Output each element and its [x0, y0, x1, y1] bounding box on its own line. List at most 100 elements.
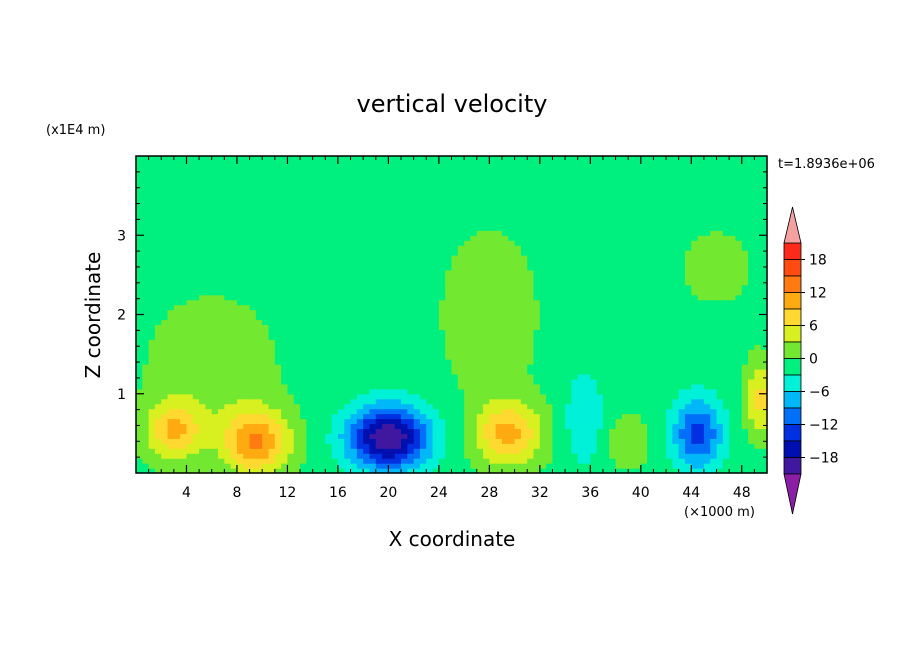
heatmap-cell	[407, 373, 415, 380]
heatmap-cell	[438, 468, 446, 474]
heatmap-cell	[167, 304, 175, 311]
heatmap-cell	[199, 175, 207, 182]
heatmap-cell	[306, 359, 314, 365]
heatmap-cell	[457, 378, 465, 385]
heatmap-cell	[224, 393, 232, 400]
heatmap-cell	[438, 418, 446, 425]
heatmap-cell	[249, 175, 257, 182]
heatmap-cell	[501, 388, 509, 395]
heatmap-cell	[432, 180, 440, 187]
heatmap-cell	[426, 299, 434, 306]
heatmap-cell	[318, 468, 326, 474]
heatmap-cell	[173, 304, 181, 311]
heatmap-cell	[356, 334, 364, 340]
heatmap-cell	[419, 368, 427, 375]
heatmap-cell	[615, 438, 623, 444]
heatmap-cell	[211, 240, 219, 246]
heatmap-cell	[495, 195, 503, 202]
heatmap-cell	[211, 378, 219, 385]
heatmap-cell	[331, 289, 339, 296]
heatmap-cell	[369, 344, 377, 350]
heatmap-cell	[615, 344, 623, 350]
heatmap-cell	[224, 225, 232, 231]
heatmap-cell	[432, 314, 440, 321]
heatmap-cell	[318, 289, 326, 296]
heatmap-cell	[199, 423, 207, 430]
heatmap-cell	[262, 378, 270, 385]
heatmap-cell	[438, 458, 446, 464]
heatmap-cell	[483, 418, 490, 425]
heatmap-cell	[565, 398, 572, 405]
heatmap-cell	[148, 438, 156, 444]
heatmap-cell	[489, 438, 497, 444]
heatmap-cell	[577, 413, 585, 420]
heatmap-cell	[609, 413, 617, 420]
heatmap-cell	[445, 175, 453, 182]
heatmap-cell	[501, 319, 509, 325]
heatmap-cell	[552, 185, 560, 192]
heatmap-cell	[388, 279, 396, 286]
heatmap-cell	[457, 413, 465, 420]
heatmap-cell	[394, 279, 402, 286]
heatmap-cell	[615, 175, 623, 182]
heatmap-cell	[180, 250, 188, 256]
heatmap-cell	[249, 180, 257, 187]
heatmap-cell	[445, 334, 453, 340]
heatmap-cell	[565, 225, 572, 231]
heatmap-cell	[318, 448, 326, 454]
heatmap-cell	[590, 373, 598, 380]
heatmap-cell	[363, 324, 371, 330]
heatmap-cell	[483, 373, 490, 380]
heatmap-cell	[337, 443, 345, 449]
heatmap-cell	[325, 190, 333, 197]
heatmap-cell	[552, 210, 560, 217]
heatmap-cell	[148, 180, 156, 187]
heatmap-cell	[344, 339, 352, 345]
heatmap-cell	[318, 260, 326, 266]
heatmap-cell	[274, 220, 282, 226]
heatmap-cell	[514, 463, 522, 469]
heatmap-cell	[476, 264, 484, 271]
heatmap-cell	[552, 240, 560, 246]
heatmap-cell	[243, 230, 251, 236]
heatmap-cell	[445, 448, 453, 454]
heatmap-cell	[186, 398, 194, 405]
heatmap-cell	[514, 200, 522, 207]
heatmap-cell	[609, 329, 617, 335]
heatmap-cell	[331, 438, 339, 444]
heatmap-cell	[445, 344, 453, 350]
heatmap-cell	[621, 156, 629, 162]
heatmap-cell	[470, 448, 478, 454]
heatmap-cell	[186, 279, 194, 286]
heatmap-cell	[369, 304, 377, 311]
heatmap-cell	[609, 215, 617, 221]
heatmap-cell	[407, 195, 415, 202]
heatmap-cell	[520, 329, 528, 335]
heatmap-cell	[621, 215, 629, 221]
heatmap-cell	[609, 245, 617, 251]
heatmap-cell	[401, 458, 408, 464]
heatmap-cell	[293, 220, 301, 226]
heatmap-cell	[274, 398, 282, 405]
heatmap-cell	[558, 299, 566, 306]
heatmap-cell	[262, 225, 270, 231]
heatmap-cell	[590, 289, 598, 296]
heatmap-cell	[375, 354, 383, 360]
heatmap-cell	[318, 349, 326, 355]
heatmap-cell	[445, 269, 453, 276]
heatmap-cell	[382, 458, 389, 464]
heatmap-cell	[401, 349, 408, 355]
heatmap-cell	[539, 393, 547, 400]
heatmap-cell	[306, 463, 314, 469]
heatmap-cell	[590, 364, 598, 370]
heatmap-cell	[602, 165, 610, 172]
heatmap-cell	[413, 448, 421, 454]
heatmap-cell	[173, 215, 181, 221]
heatmap-cell	[520, 274, 528, 281]
heatmap-cell	[590, 250, 598, 256]
heatmap-cell	[539, 225, 547, 231]
heatmap-cell	[356, 185, 364, 192]
heatmap-cell	[186, 175, 194, 182]
heatmap-cell	[325, 304, 333, 311]
heatmap-cell	[419, 383, 427, 390]
